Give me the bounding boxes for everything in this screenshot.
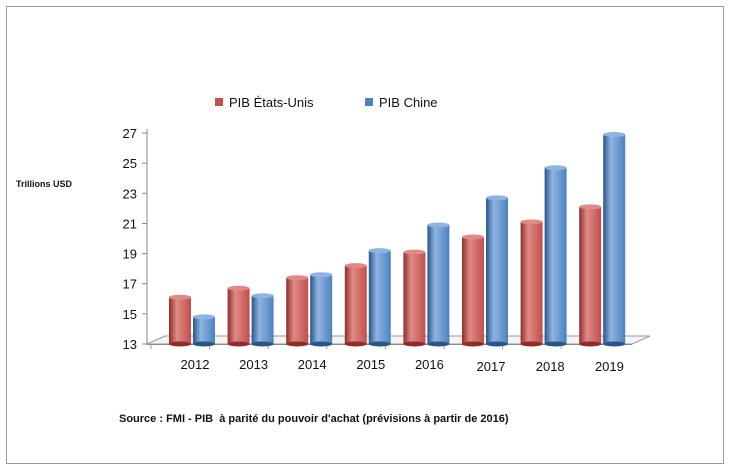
bar-base <box>310 341 333 347</box>
x-tick-label: 2017 <box>477 359 506 374</box>
x-tick-label: 2019 <box>595 359 624 374</box>
chart-frame: 2012 2013 2014 2015 2016 2017 2018 2019 13 15 17 1… <box>6 6 724 464</box>
legend-label: PIB États-Unis <box>229 95 314 110</box>
bar-us-2017 <box>462 237 484 344</box>
x-tick-label: 2018 <box>536 359 565 374</box>
y-tick-label: 13 <box>123 337 137 352</box>
x-tick-label: 2015 <box>356 357 385 372</box>
bar-us-2014 <box>286 277 309 344</box>
legend-swatch <box>365 98 373 106</box>
bar-top <box>462 234 484 240</box>
bar-top <box>368 248 391 254</box>
x-tick-labels: 2012 2013 2014 2015 2016 2017 2018 2019 <box>181 357 624 374</box>
y-tick-label: 21 <box>123 216 137 231</box>
bar-base <box>169 341 191 347</box>
bar-base <box>193 341 215 347</box>
bars <box>169 132 626 347</box>
bar-us-2019 <box>579 206 602 344</box>
bar-base <box>427 341 450 347</box>
bar-top <box>227 285 250 291</box>
bar-base <box>462 341 484 347</box>
bar-us-2016 <box>403 252 426 344</box>
bar-top <box>544 165 567 171</box>
y-tick-label: 23 <box>123 186 137 201</box>
y-tick-label: 27 <box>123 126 137 141</box>
axes <box>146 129 651 349</box>
x-tick-label: 2016 <box>415 357 444 372</box>
bar-base <box>520 341 543 347</box>
bar-top <box>310 272 333 278</box>
y-tick-label: 19 <box>123 247 137 262</box>
x-tick-label: 2014 <box>298 357 327 372</box>
bar-china-2014 <box>310 274 333 344</box>
bar-us-2012 <box>169 297 191 344</box>
bar-base <box>344 341 367 347</box>
bar-us-2018 <box>520 221 543 344</box>
bar-china-2019 <box>603 134 626 344</box>
bar-china-2018 <box>544 167 567 344</box>
bar-top <box>251 293 274 299</box>
bar-base <box>251 341 274 347</box>
bar-top <box>193 314 215 320</box>
bar-top <box>603 132 626 138</box>
legend-swatch <box>215 98 223 106</box>
bar-china-2012 <box>193 316 215 344</box>
bar-base <box>486 341 508 347</box>
bar-china-2016 <box>427 224 450 344</box>
bar-us-2013 <box>227 288 250 344</box>
bar-top <box>427 222 450 228</box>
bar-chart: 2012 2013 2014 2015 2016 2017 2018 2019 1315171… <box>16 95 651 425</box>
bar-top <box>344 263 367 269</box>
bar-top <box>579 204 602 210</box>
bar-base <box>603 341 626 347</box>
y-tick-label: 15 <box>123 307 137 322</box>
chart-floor <box>146 335 651 345</box>
bar-base <box>579 341 602 347</box>
legend-label: PIB Chine <box>379 95 438 110</box>
bar-china-2013 <box>251 295 274 344</box>
bar-us-2015 <box>344 265 367 344</box>
y-tick-labels: 13 15 17 19 21 23 25 27 <box>123 126 147 352</box>
bar-base <box>286 341 309 347</box>
source-note: Source : FMI - PIB à parité du pouvoir d… <box>119 413 509 425</box>
y-tick-label: 17 <box>123 277 137 292</box>
x-tick-label: 2012 <box>181 357 210 372</box>
y-axis-label: Trillions USD <box>16 179 73 189</box>
x-tick-label: 2013 <box>239 357 268 372</box>
bar-top <box>169 294 191 300</box>
bar-base <box>403 341 426 347</box>
bar-top <box>520 219 543 225</box>
y-tick-label: 25 <box>123 156 137 171</box>
bar-china-2017 <box>486 197 508 344</box>
bar-base <box>227 341 250 347</box>
bar-base <box>544 341 567 347</box>
bar-top <box>403 249 426 255</box>
bar-base <box>368 341 391 347</box>
bar-top <box>486 195 508 201</box>
legend: PIB États-Unis PIB Chine <box>215 95 438 110</box>
bar-china-2015 <box>368 250 391 344</box>
bar-top <box>286 275 309 281</box>
